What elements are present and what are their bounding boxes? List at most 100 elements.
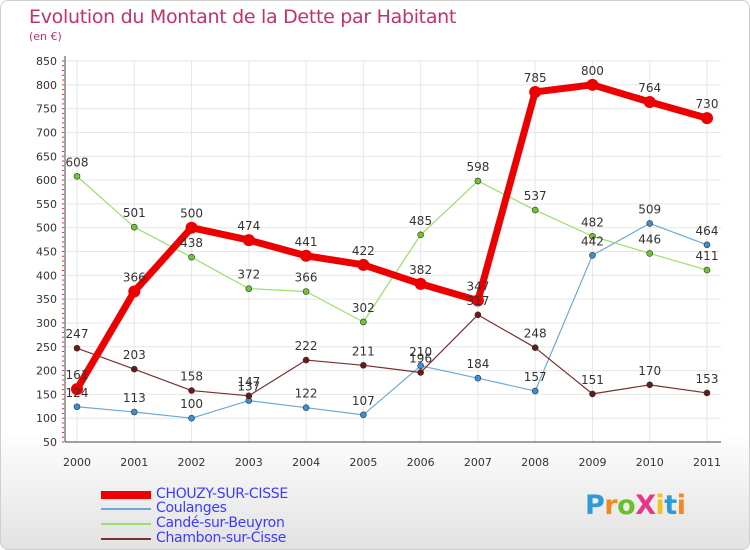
- y-tick-label: 700: [36, 126, 57, 139]
- y-tick-label: 450: [36, 246, 57, 259]
- logo-letter: i: [655, 490, 665, 521]
- data-label: 482: [581, 215, 604, 229]
- data-point: [128, 285, 141, 298]
- y-tick-label: 600: [36, 174, 57, 187]
- x-tick-label: 2008: [521, 456, 549, 469]
- data-label: 537: [524, 189, 547, 203]
- data-point: [188, 414, 195, 422]
- data-point: [71, 383, 83, 396]
- data-point: [245, 285, 253, 292]
- y-tick-label: 850: [36, 55, 57, 68]
- data-label: 501: [123, 206, 146, 220]
- data-label: 422: [352, 244, 375, 258]
- data-label: 474: [237, 219, 260, 233]
- data-label: 210: [409, 345, 432, 359]
- y-tick-label: 50: [43, 436, 57, 449]
- data-point: [417, 362, 424, 370]
- data-label: 170: [638, 364, 661, 378]
- chart-subtitle: (en €): [29, 30, 62, 43]
- data-point: [185, 221, 198, 234]
- data-point: [414, 277, 427, 290]
- data-label: 764: [638, 81, 661, 95]
- x-tick-label: 2009: [578, 456, 606, 469]
- data-point: [589, 232, 596, 240]
- y-tick-label: 500: [36, 222, 57, 235]
- data-point: [703, 266, 711, 274]
- data-label: 366: [295, 271, 318, 285]
- data-point: [130, 365, 138, 373]
- x-tick-label: 2011: [693, 456, 721, 469]
- data-label: 382: [409, 263, 432, 277]
- data-label: 730: [696, 97, 719, 111]
- y-tick-label: 300: [36, 317, 57, 330]
- data-label: 366: [123, 271, 146, 285]
- data-label: 122: [295, 387, 318, 401]
- data-label: 441: [295, 235, 318, 249]
- x-tick-label: 2002: [178, 456, 206, 469]
- data-point: [703, 241, 711, 249]
- data-point: [646, 381, 654, 389]
- data-point: [474, 177, 482, 185]
- data-point: [360, 411, 367, 419]
- x-tick-label: 2001: [120, 456, 148, 469]
- data-label: 317: [466, 294, 489, 308]
- y-tick-label: 800: [36, 79, 57, 92]
- data-point: [188, 387, 195, 394]
- data-point: [586, 78, 599, 91]
- data-label: 464: [696, 224, 719, 238]
- data-label: 438: [180, 236, 203, 250]
- x-tick-label: 2003: [235, 456, 263, 469]
- data-label: 785: [524, 71, 547, 85]
- data-point: [357, 258, 370, 271]
- data-label: 124: [66, 386, 89, 400]
- x-tick-label: 2005: [349, 456, 377, 469]
- data-point: [245, 392, 253, 400]
- data-label: 158: [180, 370, 203, 384]
- data-label: 153: [696, 372, 719, 386]
- data-label: 247: [66, 327, 89, 341]
- series-line: [76, 314, 708, 397]
- data-label: 446: [638, 232, 661, 246]
- data-point: [302, 404, 310, 412]
- data-label: 100: [180, 397, 203, 411]
- data-label: 372: [237, 268, 260, 282]
- data-point: [643, 95, 656, 108]
- data-label: 151: [581, 373, 604, 387]
- y-tick-label: 550: [36, 198, 57, 211]
- data-label: 137: [237, 380, 260, 394]
- x-tick-label: 2010: [636, 456, 664, 469]
- legend-label: CHOUZY-SUR-CISSE: [156, 486, 288, 502]
- data-label: 411: [696, 249, 719, 263]
- data-point: [302, 288, 310, 295]
- data-label: 485: [409, 214, 432, 228]
- data-label: 222: [295, 339, 318, 353]
- data-point: [130, 408, 138, 416]
- data-point: [360, 362, 367, 369]
- y-tick-label: 150: [36, 388, 57, 401]
- x-tick-label: 2006: [407, 456, 435, 469]
- data-point: [646, 250, 654, 257]
- data-point: [531, 344, 539, 352]
- series-line: [76, 222, 708, 419]
- data-point: [589, 252, 596, 259]
- data-label: 211: [352, 344, 375, 358]
- data-label: 248: [524, 327, 547, 341]
- data-point: [302, 356, 310, 364]
- x-tick-label: 2004: [292, 456, 320, 469]
- data-label: 161: [66, 368, 89, 382]
- data-point: [531, 206, 539, 214]
- data-label: 347: [466, 280, 489, 294]
- data-point: [703, 389, 711, 397]
- data-point: [471, 294, 484, 307]
- legend-label: Candé-sur-Beuyron: [156, 515, 285, 531]
- x-tick-label: 2000: [63, 456, 91, 469]
- series-line: [73, 81, 711, 393]
- data-point: [130, 223, 138, 231]
- logo-letter: i: [676, 490, 686, 521]
- x-tick-label: 2007: [464, 456, 492, 469]
- legend-swatch: [101, 538, 151, 540]
- data-point: [474, 311, 482, 319]
- logo-letter: o: [617, 490, 636, 521]
